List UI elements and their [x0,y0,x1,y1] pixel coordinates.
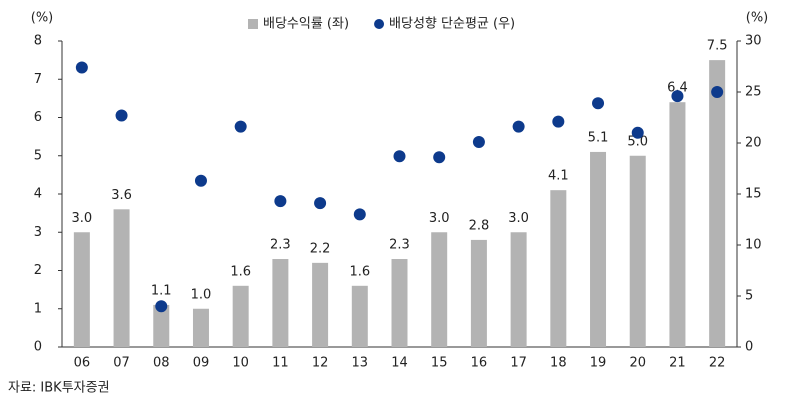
bar [113,209,130,347]
bar [232,285,249,347]
y2-tick-label: 10 [745,238,762,253]
x-tick-label: 18 [550,356,567,371]
value-label: 3.0 [429,211,450,226]
y2-tick-label: 30 [745,34,762,49]
value-label: 5.1 [588,130,609,145]
bar [431,232,448,347]
legend-swatch [248,19,258,29]
dot [512,120,525,133]
y-tick-label: 3 [34,225,42,240]
value-label: 2.3 [389,238,410,253]
bar [629,155,646,347]
legend-swatch [374,19,385,29]
y2-tick-label: 25 [745,85,762,100]
x-tick-label: 17 [510,356,527,371]
value-label: 5.0 [627,134,648,149]
dot [671,90,684,103]
y-tick-label: 5 [34,148,42,163]
bar [590,151,607,347]
dot [155,300,168,313]
legend-label: 배당수익률 (좌) [263,17,349,32]
y2-axis-label: (%) [746,11,769,26]
dot [592,97,605,110]
y-tick-label: 7 [34,72,42,87]
dot [631,126,644,139]
x-tick-label: 11 [272,356,289,371]
x-tick-label: 22 [709,356,726,371]
y-axis-label: (%) [31,11,54,26]
bar [550,190,567,347]
dot [552,115,565,128]
x-tick-label: 10 [232,356,249,371]
bar [709,60,726,347]
x-tick-label: 16 [471,356,488,371]
y2-tick-label: 0 [745,340,753,355]
value-label: 4.1 [548,169,569,184]
x-tick-label: 08 [153,356,170,371]
x-tick-label: 21 [669,356,686,371]
bar [153,304,170,347]
value-label: 3.0 [508,211,529,226]
y2-tick-label: 5 [745,289,753,304]
x-tick-label: 07 [113,356,130,371]
dot [194,174,207,187]
dot [353,208,366,221]
y2-tick-label: 20 [745,136,762,151]
x-tick-label: 19 [590,356,607,371]
dot [393,150,406,163]
dot [314,197,327,210]
bar [510,232,527,347]
value-label: 1.6 [349,264,370,279]
bar [391,259,408,347]
dot [472,135,485,148]
value-label: 6.4 [667,81,688,96]
value-label: 3.6 [111,188,132,203]
x-tick-label: 13 [352,356,369,371]
dot [75,61,88,74]
bar [192,308,209,347]
x-tick-label: 09 [193,356,210,371]
bar [470,239,487,347]
dot [711,86,724,98]
dot [234,120,247,133]
bar [312,262,329,347]
value-label: 2.8 [469,218,490,233]
y-tick-label: 8 [34,34,42,49]
bar [73,232,90,347]
value-label: 1.0 [191,287,212,302]
x-tick-label: 12 [312,356,329,371]
value-label: 3.0 [72,211,93,226]
y-tick-label: 4 [34,187,42,202]
y2-tick-label: 15 [745,187,762,202]
bar [272,259,289,347]
value-label: 7.5 [707,39,728,54]
x-tick-label: 06 [74,356,91,371]
dot [115,109,128,122]
value-label: 1.1 [151,283,172,298]
dot [274,195,287,208]
y-tick-label: 6 [34,110,42,125]
x-tick-label: 14 [391,356,408,371]
value-label: 2.2 [310,241,331,256]
value-label: 1.6 [230,264,251,279]
legend-label: 배당성향 단순평균 (우) [389,17,515,32]
bar [669,102,686,347]
y-tick-label: 1 [34,301,42,316]
x-tick-label: 15 [431,356,448,371]
source: 자료: IBK투자증권 [8,381,110,396]
y-tick-label: 2 [34,263,42,278]
value-label: 2.3 [270,238,291,253]
dot [433,151,446,164]
x-tick-label: 20 [629,356,646,371]
y-tick-label: 0 [34,340,42,355]
bar [351,285,368,347]
